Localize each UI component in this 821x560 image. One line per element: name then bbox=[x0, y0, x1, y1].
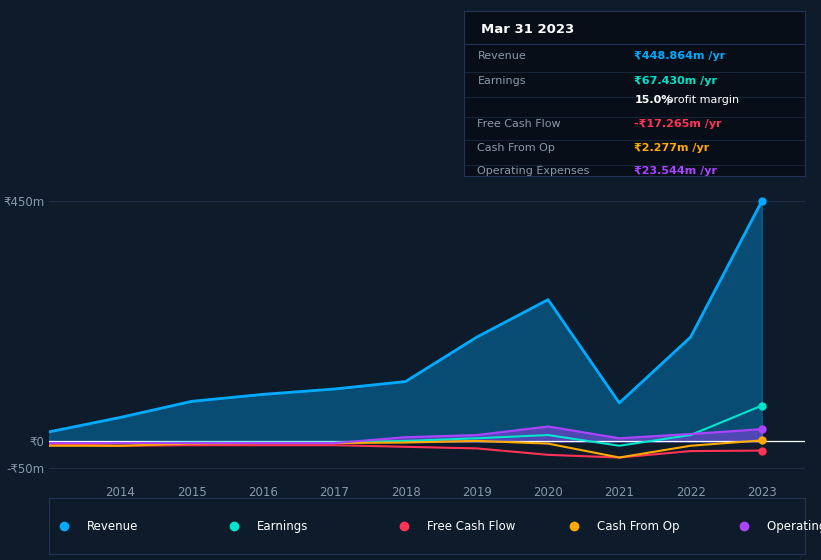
Text: ₹448.864m /yr: ₹448.864m /yr bbox=[635, 51, 726, 61]
Text: Earnings: Earnings bbox=[257, 520, 309, 533]
Text: profit margin: profit margin bbox=[663, 95, 739, 105]
Text: ₹67.430m /yr: ₹67.430m /yr bbox=[635, 76, 718, 86]
Text: Operating Expenses: Operating Expenses bbox=[478, 166, 589, 176]
Text: Cash From Op: Cash From Op bbox=[597, 520, 679, 533]
Text: ₹23.544m /yr: ₹23.544m /yr bbox=[635, 166, 718, 176]
Text: ₹2.277m /yr: ₹2.277m /yr bbox=[635, 143, 709, 153]
Text: Revenue: Revenue bbox=[87, 520, 139, 533]
Text: -₹17.265m /yr: -₹17.265m /yr bbox=[635, 119, 722, 129]
Text: Revenue: Revenue bbox=[478, 51, 526, 61]
Text: Mar 31 2023: Mar 31 2023 bbox=[481, 23, 574, 36]
Text: Operating Expenses: Operating Expenses bbox=[767, 520, 821, 533]
Text: Cash From Op: Cash From Op bbox=[478, 143, 555, 153]
Text: Earnings: Earnings bbox=[478, 76, 526, 86]
Text: Free Cash Flow: Free Cash Flow bbox=[427, 520, 516, 533]
Text: Free Cash Flow: Free Cash Flow bbox=[478, 119, 561, 129]
Text: 15.0%: 15.0% bbox=[635, 95, 672, 105]
